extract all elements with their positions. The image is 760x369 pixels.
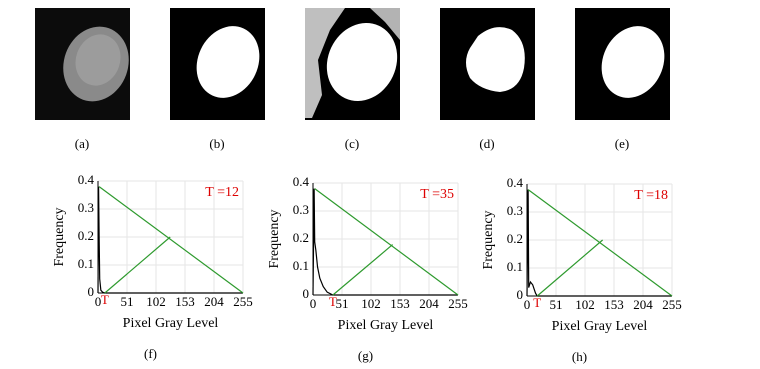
y-tick-label: 0.4: [293, 174, 310, 189]
x-tick-label: 102: [361, 296, 381, 311]
x-tick-label: 51: [550, 297, 563, 312]
x-tick-label: 153: [604, 297, 624, 312]
y-tick-label: 0.2: [78, 228, 94, 243]
y-tick-label: 0.2: [293, 230, 309, 245]
x-tick-label: 153: [175, 294, 195, 309]
threshold-label: T: [329, 294, 337, 309]
panel-label: (e): [615, 136, 629, 151]
curve: [97, 186, 243, 294]
threshold-label: T: [101, 292, 109, 307]
x-tick-label: 255: [233, 294, 253, 309]
y-tick-label: 0.2: [507, 231, 523, 246]
x-tick-label: 0: [95, 294, 102, 309]
x-axis-label: Pixel Gray Level: [552, 319, 648, 334]
x-tick-label: 204: [204, 294, 224, 309]
y-axis-label: Frequency: [267, 209, 282, 268]
panel-label: (g): [358, 348, 373, 363]
y-tick-label: 0.3: [78, 200, 94, 215]
x-tick-label: 255: [662, 297, 682, 312]
y-tick-label: 0: [88, 284, 95, 299]
y-tick-label: 0.1: [293, 258, 309, 273]
x-tick-label: 255: [448, 296, 468, 311]
curve: [536, 239, 604, 297]
x-tick-label: 204: [633, 297, 653, 312]
annotation: T =18: [634, 188, 668, 203]
x-axis-label: Pixel Gray Level: [338, 318, 434, 333]
x-tick-label: 102: [575, 297, 595, 312]
image-c: [305, 8, 400, 120]
curve: [314, 188, 459, 296]
y-axis-label: Frequency: [52, 207, 67, 266]
panel-label: (h): [572, 349, 587, 364]
y-tick-label: 0.4: [507, 175, 524, 190]
y-tick-label: 0.1: [507, 259, 523, 274]
panel-label: (b): [209, 136, 224, 151]
x-tick-label: 0: [524, 297, 531, 312]
image-b: [170, 8, 265, 120]
curve: [98, 186, 244, 294]
y-tick-label: 0: [303, 286, 310, 301]
threshold-label: T: [533, 295, 541, 310]
panel-label: (d): [479, 136, 494, 151]
x-tick-label: 153: [390, 296, 410, 311]
curve: [332, 244, 393, 296]
curve: [104, 236, 171, 294]
x-tick-label: 204: [419, 296, 439, 311]
annotation: T =12: [205, 185, 239, 200]
y-tick-label: 0.3: [293, 202, 309, 217]
image-e: [575, 8, 670, 120]
panel-label: (c): [345, 136, 359, 151]
image-d: [440, 8, 535, 120]
x-tick-label: 0: [310, 296, 317, 311]
panel-label: (a): [75, 136, 89, 151]
y-axis-label: Frequency: [481, 210, 496, 269]
y-tick-label: 0.1: [78, 256, 94, 271]
x-tick-label: 51: [121, 294, 134, 309]
curve: [312, 188, 458, 296]
x-axis-label: Pixel Gray Level: [123, 316, 219, 331]
y-tick-label: 0.3: [507, 203, 523, 218]
y-tick-label: 0: [517, 287, 524, 302]
x-tick-label: 102: [146, 294, 166, 309]
annotation: T =35: [420, 187, 454, 202]
panel-label: (f): [144, 346, 157, 361]
y-tick-label: 0.4: [78, 172, 95, 187]
x-tick-label: 51: [336, 296, 349, 311]
curve: [526, 189, 672, 297]
image-a: [35, 8, 130, 120]
